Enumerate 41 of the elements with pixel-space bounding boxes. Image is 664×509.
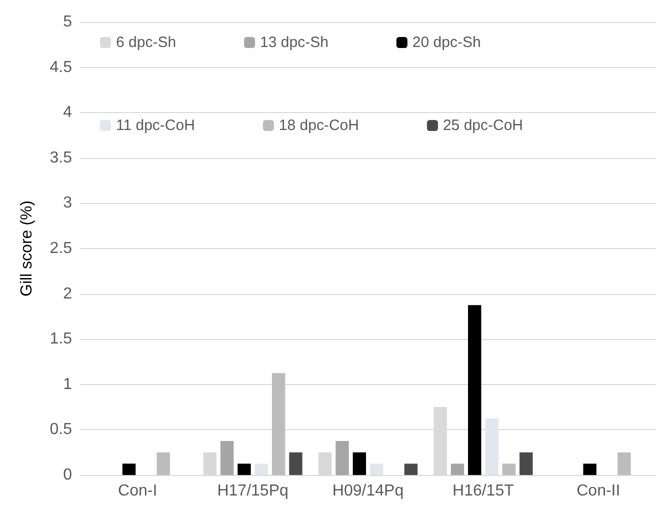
bar — [468, 305, 482, 475]
y-tick-label: 3 — [63, 194, 72, 212]
legend-label: 18 dpc-CoH — [278, 117, 359, 134]
y-axis-title: Gill score (%) — [18, 200, 36, 297]
y-tick-label: 5 — [63, 14, 72, 30]
bar — [618, 452, 631, 475]
bar — [450, 464, 464, 475]
bar — [370, 464, 384, 475]
y-tick-label: 0 — [63, 466, 72, 484]
bar — [238, 464, 251, 475]
legend-label: 25 dpc-CoH — [442, 117, 524, 134]
y-tick-label: 2 — [63, 285, 72, 302]
bar — [502, 464, 516, 475]
y-tick-label: 3.5 — [50, 149, 72, 166]
bar — [254, 464, 268, 475]
y-tick-label: 1 — [63, 376, 72, 393]
bar — [156, 452, 170, 475]
y-tick-label: 0.5 — [50, 421, 72, 438]
bar — [122, 464, 136, 475]
bar — [220, 441, 234, 475]
y-tick-label: 1.5 — [50, 330, 72, 348]
legend-label: 13 dpc-Sh — [260, 34, 328, 51]
bar — [336, 441, 349, 475]
bar — [520, 452, 533, 475]
y-tick-label: 4 — [63, 104, 72, 122]
bar — [289, 452, 302, 475]
y-tick-label: 4.5 — [50, 58, 72, 76]
bar — [272, 373, 286, 475]
y-tick-label: 2.5 — [50, 240, 72, 257]
x-tick-label: H17/15Pq — [217, 482, 288, 500]
bar — [404, 464, 418, 475]
x-tick-label: H09/14Pq — [332, 482, 404, 500]
bar — [485, 418, 498, 475]
legend-label: 6 dpc-Sh — [116, 34, 176, 51]
bar — [583, 464, 596, 475]
x-tick-label: Con-II — [576, 482, 620, 500]
bar — [352, 452, 366, 475]
x-tick-label: H16/15T — [452, 482, 514, 500]
legend-label: 20 dpc-Sh — [412, 34, 481, 51]
x-tick-label: Con-I — [118, 482, 158, 500]
legend-label: 11 dpc-CoH — [116, 117, 195, 134]
